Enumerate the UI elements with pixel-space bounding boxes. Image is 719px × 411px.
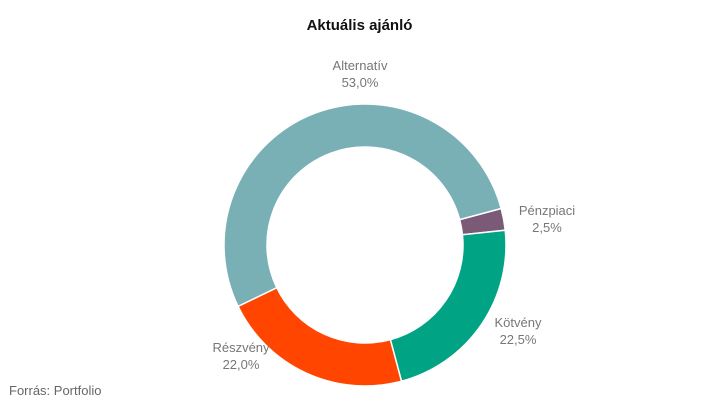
source-note: Forrás: Portfolio xyxy=(9,383,102,398)
chart-title: Aktuális ajánló xyxy=(306,17,413,34)
slice-label-reszveny: Részvény xyxy=(212,340,270,355)
slice-alternativ xyxy=(223,103,503,308)
slice-value-alternativ: 53,0% xyxy=(342,75,379,90)
slice-label-kotveny: Kötvény xyxy=(495,315,542,330)
slice-label-penzpiaci: Pénzpiaci xyxy=(519,203,575,218)
slice-label-alternativ: Alternatív xyxy=(333,58,388,73)
slice-reszveny xyxy=(237,286,403,387)
slice-value-penzpiaci: 2,5% xyxy=(532,220,562,235)
slice-kotveny xyxy=(389,229,507,383)
slice-value-reszveny: 22,0% xyxy=(223,357,260,372)
slice-value-kotveny: 22,5% xyxy=(500,332,537,347)
